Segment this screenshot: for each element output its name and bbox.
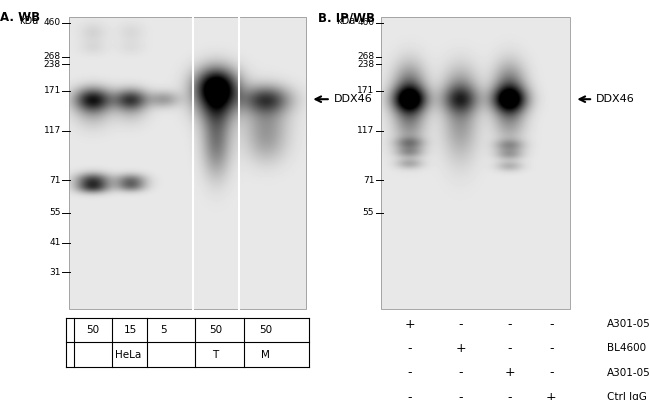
Text: +: + [504, 366, 515, 379]
Text: 171: 171 [357, 86, 374, 95]
Text: HeLa: HeLa [115, 350, 141, 360]
Text: B. IP/WB: B. IP/WB [318, 11, 376, 24]
Text: 50: 50 [86, 325, 99, 335]
Text: 50: 50 [259, 325, 272, 335]
Text: A. WB: A. WB [0, 11, 40, 24]
Text: +: + [546, 391, 556, 400]
Text: DDX46: DDX46 [334, 94, 372, 104]
Text: kDa: kDa [335, 16, 355, 26]
Bar [69, 17, 306, 309]
Text: -: - [549, 318, 554, 331]
Text: 268: 268 [357, 52, 374, 61]
Text: 31: 31 [49, 268, 61, 277]
Text: 50: 50 [209, 325, 222, 335]
Text: A301-052A: A301-052A [607, 368, 650, 378]
Text: A301-051A: A301-051A [607, 319, 650, 329]
Text: 15: 15 [124, 325, 137, 335]
Text: -: - [508, 318, 512, 331]
Text: -: - [408, 366, 412, 379]
Text: -: - [458, 366, 463, 379]
Text: 117: 117 [357, 126, 374, 135]
Text: Ctrl IgG: Ctrl IgG [607, 392, 647, 400]
Text: +: + [404, 318, 415, 331]
Text: 268: 268 [44, 52, 61, 61]
Text: DDX46: DDX46 [596, 94, 634, 104]
Text: 171: 171 [44, 86, 61, 95]
Text: -: - [549, 342, 554, 355]
Text: -: - [408, 342, 412, 355]
Text: -: - [508, 342, 512, 355]
Text: +: + [456, 342, 466, 355]
Text: 55: 55 [49, 208, 61, 217]
Text: 55: 55 [363, 208, 374, 217]
Text: -: - [549, 366, 554, 379]
Text: M: M [261, 350, 270, 360]
Text: T: T [213, 350, 219, 360]
Text: 238: 238 [44, 60, 61, 69]
Text: 460: 460 [357, 18, 374, 27]
Text: 41: 41 [49, 238, 61, 248]
Text: 238: 238 [357, 60, 374, 69]
Text: BL4600: BL4600 [607, 344, 647, 354]
Text: 5: 5 [160, 325, 167, 335]
Text: -: - [508, 391, 512, 400]
Text: 117: 117 [44, 126, 61, 135]
Text: 71: 71 [49, 176, 61, 185]
Bar [382, 17, 570, 309]
Text: 460: 460 [44, 18, 61, 27]
Text: -: - [458, 391, 463, 400]
Text: -: - [408, 391, 412, 400]
Text: -: - [458, 318, 463, 331]
Text: kDa: kDa [19, 16, 38, 26]
Text: 71: 71 [363, 176, 374, 185]
